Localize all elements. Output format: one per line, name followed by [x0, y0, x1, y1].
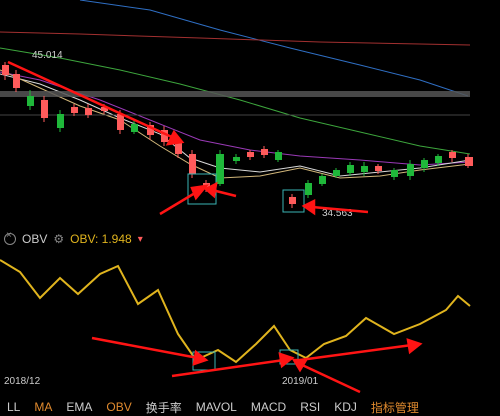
ma-tan-line: [0, 69, 471, 179]
toolbar-item-indicator-manage[interactable]: 指标管理: [370, 400, 419, 415]
date-label-left: 2018/12: [4, 376, 41, 387]
obv-chart: 2018/12 2019/01: [0, 259, 471, 394]
dropdown-arrow-icon[interactable]: ▾: [137, 233, 143, 245]
candlestick-chart: 45.014 34.563: [0, 0, 473, 219]
toolbar-item-macd[interactable]: MACD: [250, 400, 287, 414]
toolbar-item-ma[interactable]: MA: [34, 400, 53, 414]
toolbar-item-ema[interactable]: EMA: [66, 400, 93, 414]
indicator-toolbar: LL MA EMA OBV 换手率 MAVOL MACD RSI KDJ 指标管…: [0, 398, 500, 416]
price-band: [0, 91, 470, 97]
high-price-label: 45.014: [32, 50, 63, 61]
obv-value-label: OBV: 1.948: [70, 232, 132, 246]
obv-highlight-left: [192, 351, 216, 371]
obv-line: [0, 259, 471, 364]
toolbar-item-mavol[interactable]: MAVOL: [195, 400, 237, 414]
settings-icon[interactable]: ⚙: [53, 232, 65, 246]
toolbar-item-obv[interactable]: OBV: [106, 400, 132, 414]
annotation-arrows-main: [7, 60, 369, 216]
toolbar-item-rsi[interactable]: RSI: [300, 400, 321, 414]
annotation-arrows-obv: [91, 336, 423, 394]
ma-blue-line: [79, 0, 469, 97]
toolbar-item-kdj[interactable]: KDJ: [334, 400, 357, 414]
date-label-right: 2019/01: [282, 376, 319, 387]
highlight-box-right: [282, 189, 305, 213]
close-icon[interactable]: [4, 230, 16, 245]
toolbar-item-ll[interactable]: LL: [7, 400, 21, 414]
ma-red-line: [0, 31, 471, 46]
ma-purple-line: [0, 71, 471, 166]
candles: [2, 62, 473, 208]
obv-header: OBV ⚙ OBV: 1.948 ▾: [0, 228, 500, 250]
obv-indicator-name[interactable]: OBV: [22, 232, 48, 246]
low-price-label: 34.563: [322, 208, 353, 219]
toolbar-item-turnover[interactable]: 换手率: [145, 400, 182, 415]
ma-green-line: [0, 47, 471, 155]
